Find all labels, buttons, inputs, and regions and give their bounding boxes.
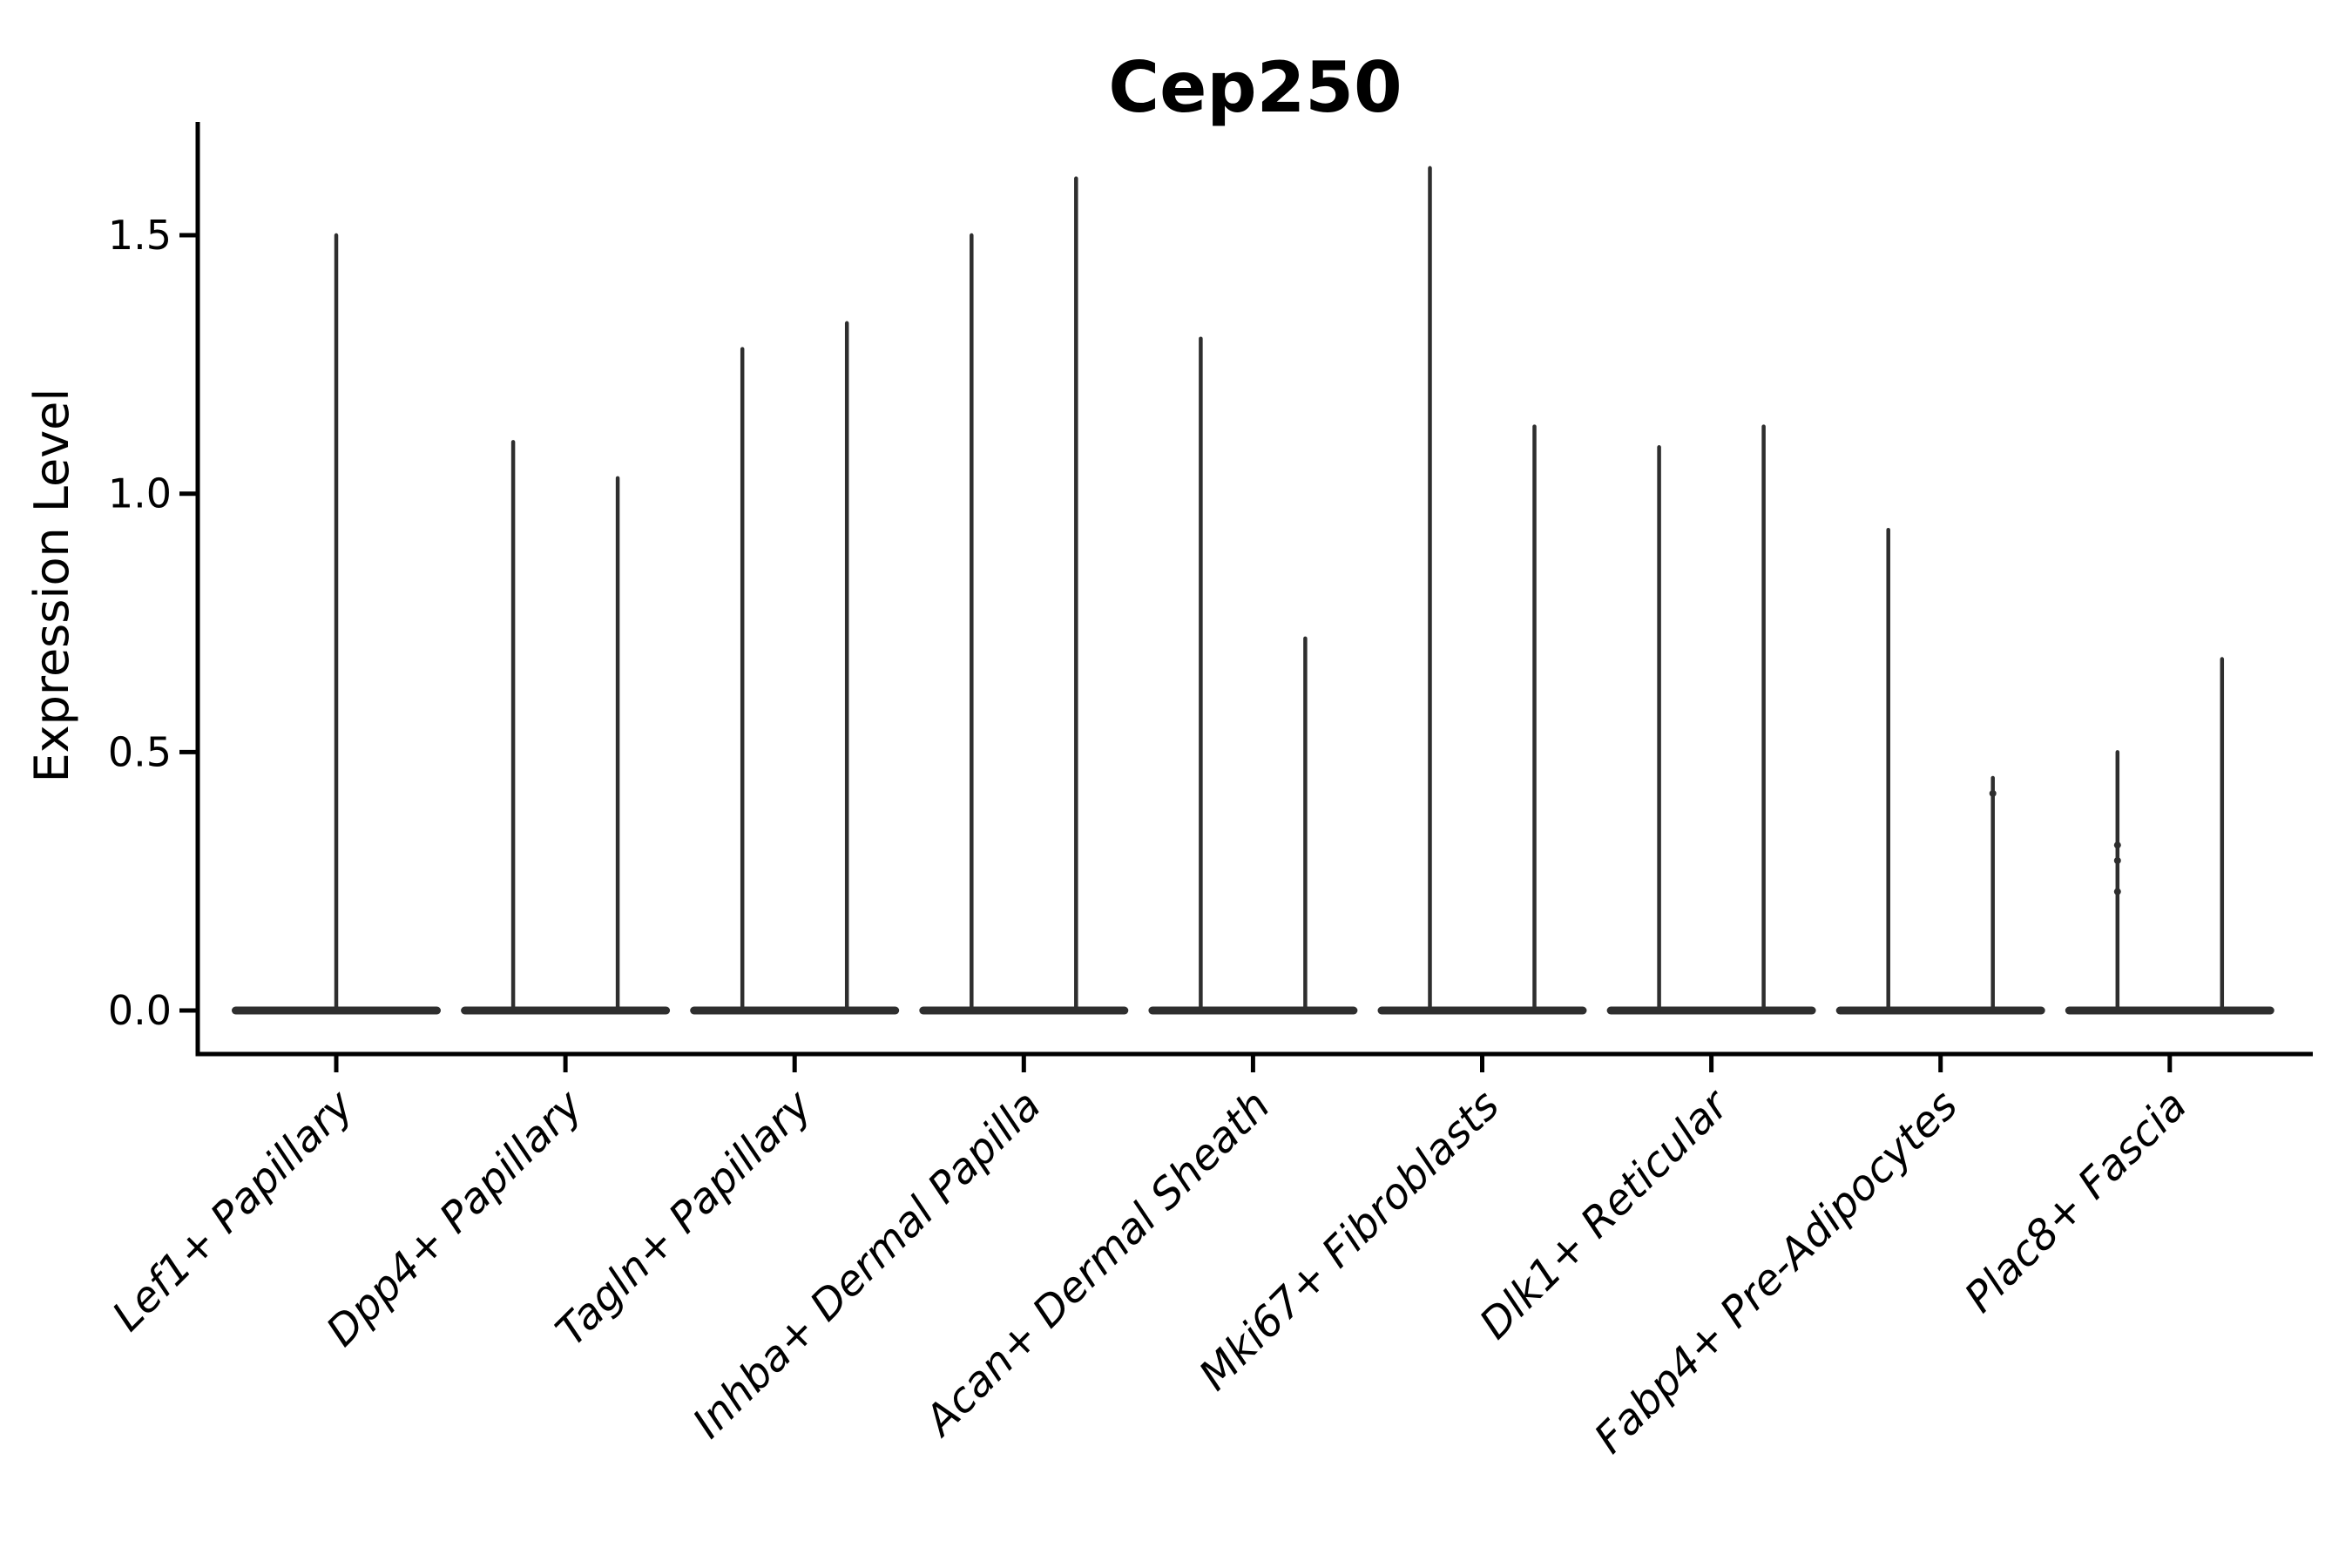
y-tick-label: 0.5 (108, 728, 172, 775)
x-tick-label: Plac8+ Fascia (1956, 1081, 2197, 1322)
violin-group (1835, 527, 2045, 1015)
x-tick-label: Tagln+ Papillary (546, 1080, 821, 1355)
violin-body (1377, 1006, 1587, 1015)
violin-group (1606, 424, 1816, 1015)
violin-group (1377, 166, 1587, 1015)
y-axis-label: Expression Level (24, 389, 79, 783)
violin-group (1148, 336, 1358, 1015)
x-tick-label: Dpp4+ Papillary (317, 1080, 592, 1355)
y-tick-label: 0.0 (108, 987, 172, 1034)
violin-body (1606, 1006, 1816, 1015)
x-tick-label: Lef1+ Papillary (103, 1080, 363, 1341)
violin-group (690, 321, 900, 1015)
violin-density-dot (1989, 789, 1997, 797)
x-tick-label: Dlk1+ Reticular (1470, 1079, 1740, 1349)
violin-group (919, 176, 1129, 1015)
violin-group (232, 233, 441, 1015)
x-tick-label: Fabp4+ Pre-Adipocytes (1585, 1081, 1968, 1463)
violin-group (461, 440, 671, 1015)
violin-body (461, 1006, 671, 1015)
violin-body (1148, 1006, 1358, 1015)
violins (232, 166, 2274, 1015)
violin-density-dot (2113, 856, 2121, 864)
violin-body (919, 1006, 1129, 1015)
y-tick-label: 1.5 (108, 212, 172, 259)
violin-density-dot (2113, 841, 2121, 849)
y-axis-ticks: 0.0 0.5 1.0 1.5 (108, 212, 198, 1034)
chart-title: Cep250 (1108, 47, 1402, 128)
violin-body (1835, 1006, 2045, 1015)
y-tick-label: 1.0 (108, 470, 172, 517)
violin-body (2065, 1006, 2274, 1015)
violin-body (690, 1006, 900, 1015)
violin-density-dot (2113, 888, 2121, 896)
violin-group (2065, 657, 2274, 1015)
